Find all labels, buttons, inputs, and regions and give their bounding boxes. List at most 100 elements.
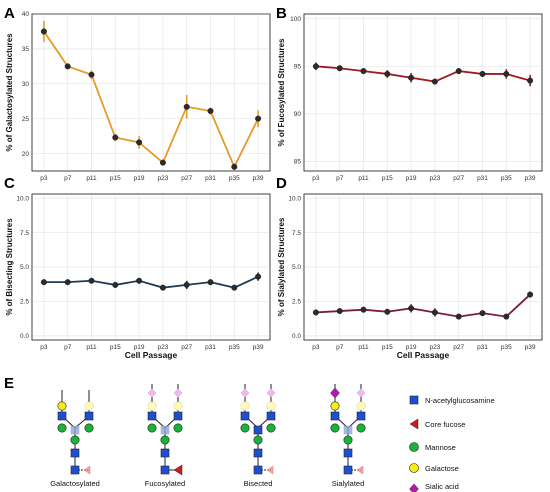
- data-point: [207, 279, 214, 286]
- x-tick-label: p15: [110, 175, 121, 182]
- panel-letter-e: E: [4, 375, 14, 392]
- x-tick-label: p19: [406, 175, 417, 182]
- mannose-icon: [343, 435, 353, 445]
- data-point: [159, 284, 166, 291]
- x-tick-label: p27: [181, 175, 192, 182]
- x-tick-label: p19: [406, 344, 417, 351]
- data-point: [183, 103, 190, 110]
- x-tick-label: p15: [382, 175, 393, 182]
- galactose-icon: [147, 401, 157, 411]
- x-axis-label: Cell Passage: [397, 350, 450, 360]
- galactose-icon: [240, 401, 250, 411]
- data-point: [40, 279, 47, 286]
- glcnac-icon: [57, 411, 67, 421]
- x-tick-label: p35: [229, 175, 240, 182]
- x-tick-label: p3: [312, 344, 320, 351]
- y-tick-label: 5.0: [292, 264, 301, 271]
- data-point: [112, 134, 119, 141]
- glycan-label: Galactosylated: [50, 479, 100, 488]
- x-tick-label: p35: [501, 344, 512, 351]
- panel-letter-a: A: [4, 5, 15, 22]
- data-point: [503, 313, 510, 320]
- glcnac-icon: [70, 465, 80, 475]
- glcnac-icon: [147, 411, 157, 421]
- glcnac-icon: [70, 448, 80, 458]
- x-tick-label: p7: [64, 175, 72, 182]
- x-tick-label: p27: [453, 175, 464, 182]
- plot-area: [303, 13, 543, 172]
- galactose-icon: [356, 401, 366, 411]
- x-tick-label: p23: [429, 344, 440, 351]
- y-axis-label: % of Galactosylated Structures: [5, 33, 14, 152]
- data-point: [231, 163, 238, 170]
- y-tick-label: 10.0: [16, 195, 29, 202]
- legend-label-fucose: Core fucose: [425, 420, 465, 429]
- x-tick-label: p31: [205, 175, 216, 182]
- data-point: [136, 139, 143, 146]
- data-point: [64, 279, 71, 286]
- mannose-icon: [266, 423, 276, 433]
- mannose-icon: [330, 423, 340, 433]
- fucose-icon: [266, 465, 274, 475]
- glcnac-icon: [160, 448, 170, 458]
- plot-area: [31, 13, 271, 172]
- panel-letter-c: C: [4, 175, 15, 192]
- sialic-acid-icon: [330, 387, 340, 399]
- sialic-acid-icon: [147, 388, 157, 398]
- x-tick-label: p3: [40, 175, 48, 182]
- legend-label-sialic-acid: Sialic acid: [425, 482, 459, 491]
- data-point: [255, 115, 262, 122]
- y-tick-label: 7.5: [20, 230, 29, 237]
- x-tick-label: p3: [312, 175, 320, 182]
- glcnac-icon: [160, 465, 170, 475]
- x-tick-label: p39: [253, 175, 264, 182]
- fucose-icon: [356, 465, 364, 475]
- x-tick-label: p39: [253, 344, 264, 351]
- y-tick-label: 25: [22, 116, 30, 123]
- bisecting-glcnac-icon: [160, 425, 170, 435]
- data-point: [312, 63, 319, 70]
- x-tick-label: p39: [525, 175, 536, 182]
- y-tick-label: 40: [22, 11, 30, 18]
- x-tick-label: p23: [157, 344, 168, 351]
- fucose-icon: [409, 418, 419, 430]
- x-tick-label: p19: [134, 175, 145, 182]
- data-point: [455, 68, 462, 75]
- x-tick-label: p15: [382, 344, 393, 351]
- x-tick-label: p15: [110, 344, 121, 351]
- data-point: [336, 65, 343, 72]
- legend-label-glcnac: N-acetylglucosamine: [425, 396, 495, 405]
- glycan-label: Sialylated: [332, 479, 365, 488]
- glycan-label: Fucosylated: [145, 479, 185, 488]
- mannose-icon: [409, 442, 419, 452]
- glcnac-icon: [343, 448, 353, 458]
- data-point: [112, 281, 119, 288]
- data-point: [479, 310, 486, 317]
- x-tick-label: p35: [229, 344, 240, 351]
- data-point: [159, 159, 166, 166]
- galactose-icon: [84, 401, 94, 411]
- x-tick-label: p7: [336, 175, 344, 182]
- glycan-legend: N-acetylglucosamine Core fucose Mannose …: [409, 395, 495, 492]
- glcnac-icon: [330, 411, 340, 421]
- data-point: [88, 71, 95, 78]
- y-tick-label: 2.5: [20, 299, 29, 306]
- mannose-icon: [160, 435, 170, 445]
- y-tick-label: 20: [22, 151, 30, 158]
- legend-label-mannose: Mannose: [425, 443, 456, 452]
- data-point: [408, 74, 415, 81]
- x-tick-label: p3: [40, 344, 48, 351]
- glcnac-icon: [356, 411, 366, 421]
- y-axis-label: % of Fucosylated Structures: [277, 38, 286, 147]
- y-tick-label: 5.0: [20, 264, 29, 271]
- x-tick-label: p31: [205, 344, 216, 351]
- plot-border: [31, 193, 271, 341]
- mannose-icon: [57, 423, 67, 433]
- y-tick-label: 100: [290, 16, 301, 23]
- chart-galactosylated: 20 25 30 35 40 p3 p7 p11 p15 p19 p23 p27 p31 p35 p39 % …: [5, 11, 271, 182]
- mannose-icon: [356, 423, 366, 433]
- glcnac-icon: [253, 465, 263, 475]
- glcnac-icon: [266, 411, 276, 421]
- x-tick-label: p31: [477, 344, 488, 351]
